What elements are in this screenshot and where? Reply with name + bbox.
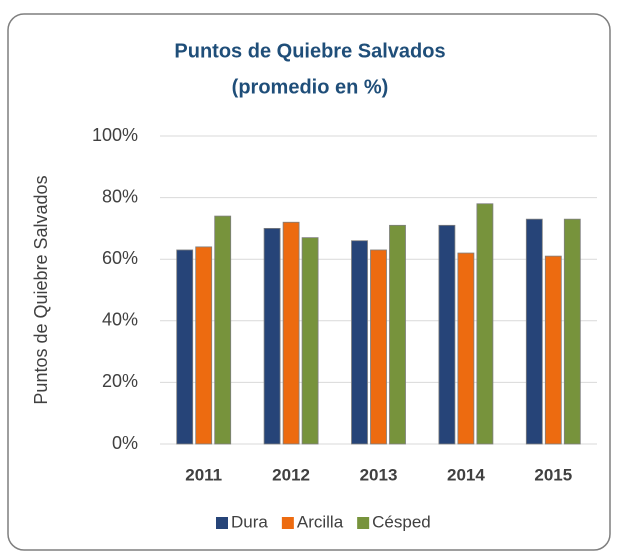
chart-title: Puntos de Quiebre Salvados bbox=[174, 40, 445, 62]
y-tick-label: 0% bbox=[112, 433, 138, 453]
y-tick-label: 100% bbox=[92, 125, 138, 145]
bar bbox=[195, 246, 213, 445]
x-tick-label: 2015 bbox=[534, 465, 572, 484]
bar bbox=[263, 227, 281, 445]
legend-label: Arcilla bbox=[297, 512, 344, 531]
y-tick-label: 20% bbox=[102, 371, 138, 391]
y-tick-label: 80% bbox=[102, 186, 138, 206]
x-tick-label: 2013 bbox=[360, 465, 398, 484]
bar bbox=[389, 224, 406, 445]
bar bbox=[525, 218, 543, 445]
x-tick-label: 2011 bbox=[185, 465, 222, 484]
bar bbox=[438, 224, 456, 445]
x-tick-label: 2012 bbox=[272, 465, 310, 484]
legend-swatch bbox=[357, 517, 370, 529]
y-axis-label: Puntos de Quiebre Salvados bbox=[31, 175, 51, 404]
legend-swatch bbox=[216, 517, 228, 529]
bar bbox=[176, 249, 194, 445]
bar bbox=[457, 252, 475, 445]
chart-subtitle: (promedio en %) bbox=[232, 76, 389, 98]
legend-swatch bbox=[281, 517, 294, 529]
bar bbox=[214, 215, 232, 445]
x-tick-label: 2014 bbox=[447, 465, 485, 484]
y-tick-label: 40% bbox=[102, 310, 138, 330]
y-tick-label: 60% bbox=[102, 248, 138, 268]
bar bbox=[370, 249, 387, 445]
bar bbox=[544, 255, 562, 445]
bar bbox=[301, 237, 319, 445]
bar bbox=[476, 203, 494, 445]
legend-label: Dura bbox=[231, 512, 268, 531]
bar bbox=[563, 218, 581, 445]
legend-label: Césped bbox=[372, 512, 431, 531]
bar bbox=[351, 240, 368, 445]
bar bbox=[282, 221, 300, 445]
